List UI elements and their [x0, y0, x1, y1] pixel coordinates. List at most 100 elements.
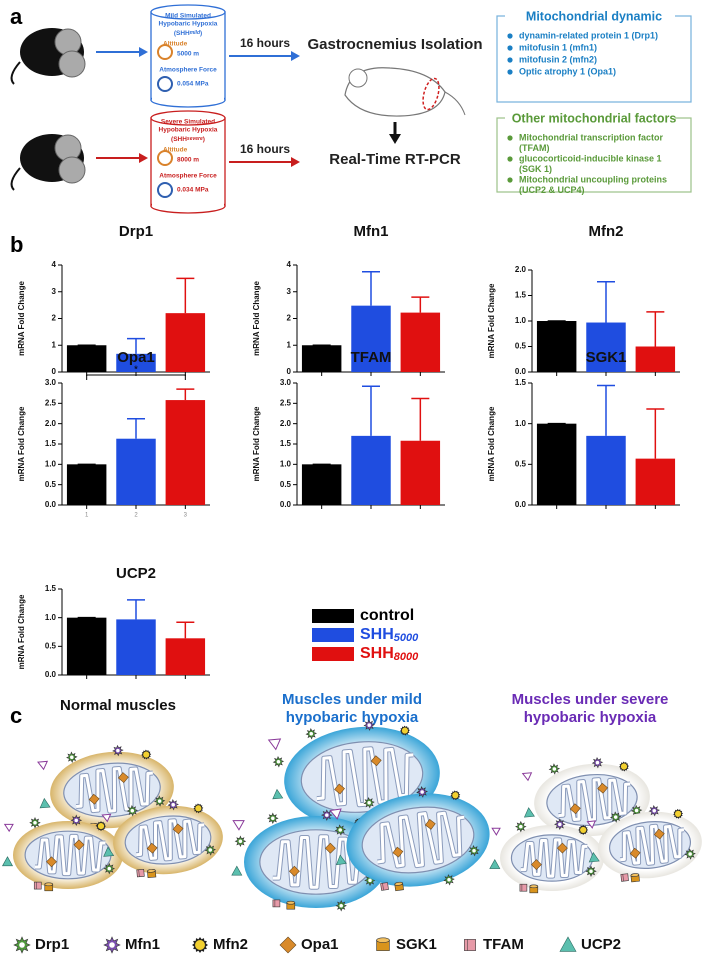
bar — [400, 440, 441, 505]
marker-cube-edge — [622, 874, 624, 882]
bar — [165, 638, 206, 675]
marker-core — [634, 808, 639, 813]
y-tick-label: 1.5 — [280, 439, 292, 448]
panel-label: a — [10, 4, 23, 29]
marker-core — [157, 799, 162, 803]
y-tick-label: 1.0 — [515, 316, 527, 325]
legend-swatch — [312, 609, 354, 623]
marker-core — [420, 790, 424, 794]
legend-name: SHH — [360, 645, 394, 662]
y-tick-label: 2 — [287, 314, 292, 323]
bar — [66, 617, 107, 675]
box-title-bg — [505, 8, 675, 24]
legend-label: control — [360, 607, 414, 624]
altitude-value: 5000 m — [177, 51, 199, 58]
force-label: Atmosphere Force — [159, 173, 217, 180]
cylinder-mask — [152, 90, 224, 100]
arrow-head — [139, 153, 148, 163]
y-tick-label: 1.5 — [45, 439, 57, 448]
y-tick-label: 0.0 — [515, 500, 527, 509]
mito-cristae — [316, 747, 414, 807]
force-value: 0.054 MPa — [177, 81, 209, 88]
legend-name: control — [360, 607, 414, 624]
bar — [165, 400, 206, 505]
y-tick-label: 0.5 — [280, 480, 292, 489]
marker-cylinder-top — [286, 900, 296, 905]
mitochondrion — [101, 798, 223, 879]
chart-title: TFAM — [351, 349, 392, 366]
marker-diamond — [279, 936, 297, 954]
chart-title: Mfn1 — [354, 223, 389, 240]
marker-core — [472, 848, 476, 853]
legend-label: Opa1 — [301, 936, 339, 953]
cylinder-title: Hypobaric Hypoxia — [159, 127, 218, 134]
y-axis-label: mRNA Fold Change — [487, 283, 496, 358]
marker-core — [109, 942, 115, 948]
x-tick-label: 3 — [184, 513, 188, 519]
legend-label: TFAM — [483, 936, 524, 953]
legend-swatch — [312, 628, 354, 642]
legend-sub: 5000 — [394, 632, 419, 644]
y-tick-label: 3 — [52, 287, 57, 296]
y-tick-label: 0.0 — [515, 367, 527, 376]
bullet — [507, 33, 513, 39]
cylinder-title: Mild Simulated — [165, 13, 211, 20]
marker-diamond — [556, 842, 568, 854]
group-title: Muscles under severe — [512, 691, 669, 708]
marker-cube-edge — [138, 869, 140, 877]
marker-core — [368, 878, 372, 883]
cylinder-mask — [152, 196, 224, 206]
bullet — [507, 135, 513, 141]
y-tick-label: 4 — [52, 260, 57, 269]
abbr-sub: mild — [190, 30, 201, 36]
altitude-label: Altitude — [163, 41, 188, 48]
significance-label: * — [134, 365, 138, 376]
mouse-icon — [10, 28, 86, 85]
group-title: hypobaric hypoxia — [286, 709, 419, 726]
marker-sun-core — [143, 751, 150, 758]
y-tick-label: 1 — [287, 340, 292, 349]
cylinder-top — [150, 4, 226, 20]
marker-cylinder-top — [147, 869, 156, 873]
marker-open-triangle — [491, 827, 501, 836]
marker-cylinder-top — [394, 881, 403, 886]
legend-label: SHH5000 — [360, 626, 419, 644]
y-axis-label: mRNA Fold Change — [17, 594, 26, 669]
info-box — [496, 15, 692, 103]
altitude-icon — [157, 150, 173, 166]
y-tick-label: 1 — [52, 340, 57, 349]
bar — [66, 464, 107, 505]
marker-open-triangle — [586, 820, 596, 829]
force-label: Atmosphere Force — [159, 67, 217, 74]
marker-core — [171, 802, 175, 807]
y-tick-label: 1.0 — [280, 459, 292, 468]
force-icon — [157, 76, 173, 92]
bar — [116, 619, 156, 675]
marker-sun-core — [401, 727, 409, 734]
marker-diamond — [288, 865, 300, 877]
y-tick-label: 1.5 — [515, 291, 527, 300]
y-tick-label: 2 — [52, 314, 57, 323]
marker-sun-core — [97, 823, 105, 830]
mitochondrion — [231, 809, 388, 912]
y-tick-label: 0.5 — [45, 641, 57, 650]
marker-open-triangle — [267, 738, 282, 751]
y-tick-label: 1.0 — [515, 419, 527, 428]
bar — [635, 458, 676, 505]
marker-cube — [519, 883, 528, 892]
bar — [165, 313, 206, 372]
marker-open-triangle — [521, 772, 533, 782]
mito-cristae — [35, 834, 106, 876]
bar — [301, 464, 342, 505]
marker-diamond — [370, 755, 382, 767]
marker-diamond — [653, 828, 665, 840]
marker-core — [130, 808, 135, 813]
mouse-ear — [54, 28, 82, 56]
marker-cube — [620, 873, 629, 882]
y-axis-label: mRNA Fold Change — [17, 281, 26, 356]
chart-title: SGK1 — [586, 349, 627, 366]
y-tick-label: 3.0 — [45, 378, 57, 387]
abbr-sub: severe — [187, 136, 203, 142]
box-item: (SGK 1) — [519, 164, 552, 174]
mito-cristae — [272, 835, 365, 889]
